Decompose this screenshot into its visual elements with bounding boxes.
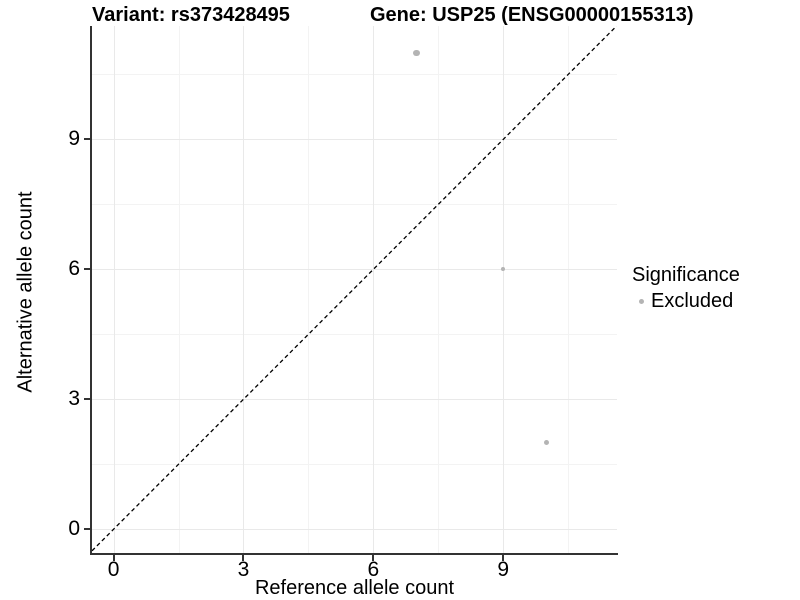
x-axis-line (90, 553, 618, 555)
gridline-major-vertical (373, 26, 375, 553)
gridline-minor-horizontal (92, 74, 617, 76)
gridline-minor-vertical (178, 26, 180, 553)
x-axis-tick-mark (372, 555, 375, 561)
plot-panel (92, 26, 617, 553)
legend-item-excluded: Excluded (630, 290, 740, 313)
x-axis-tick-mark (112, 555, 115, 561)
y-axis-tick-label: 0 (68, 517, 80, 541)
y-axis-title: Alternative allele count (14, 191, 37, 393)
data-point (501, 267, 506, 272)
y-axis-tick-mark (84, 398, 90, 401)
gridline-major-vertical (113, 26, 115, 553)
gridline-minor-horizontal (92, 464, 617, 466)
gridline-major-horizontal (92, 529, 617, 531)
gridline-major-horizontal (92, 399, 617, 401)
y-axis-tick-mark (84, 138, 90, 141)
x-axis-tick-label: 9 (497, 558, 509, 581)
x-axis-tick-mark (502, 555, 505, 561)
legend-item-label: Excluded (651, 290, 734, 312)
gridline-minor-vertical (308, 26, 310, 553)
gridline-minor-horizontal (92, 334, 617, 336)
y-axis-tick-label: 3 (68, 387, 80, 411)
y-axis-tick-label: 6 (68, 257, 80, 281)
data-point (413, 49, 420, 57)
gridline-minor-vertical (568, 26, 570, 553)
gridline-major-horizontal (92, 139, 617, 141)
gridline-major-vertical (503, 26, 505, 553)
data-point (543, 439, 550, 446)
y-axis-tick-label: 9 (68, 127, 80, 151)
gridline-minor-vertical (438, 26, 440, 553)
y-axis-line (90, 26, 92, 555)
plot-title-gene: Gene: USP25 (ENSG00000155313) (370, 4, 694, 26)
gridline-major-vertical (243, 26, 245, 553)
gridline-major-horizontal (92, 269, 617, 271)
x-axis-tick-label: 3 (237, 558, 250, 581)
identity-reference-line (92, 26, 617, 552)
y-axis-tick-mark (84, 268, 90, 271)
x-axis-tick-mark (242, 555, 245, 561)
gridline-minor-horizontal (92, 204, 617, 206)
legend: Significance Excluded (630, 264, 740, 313)
x-axis-tick-label: 6 (367, 558, 380, 581)
x-axis-title: Reference allele count (254, 577, 454, 599)
legend-point-circle-icon (639, 299, 644, 304)
x-axis-tick-label: 0 (107, 558, 120, 581)
legend-title: Significance (632, 264, 740, 286)
plot-title-variant: Variant: rs373428495 (92, 4, 290, 26)
y-axis-tick-mark (84, 528, 90, 531)
